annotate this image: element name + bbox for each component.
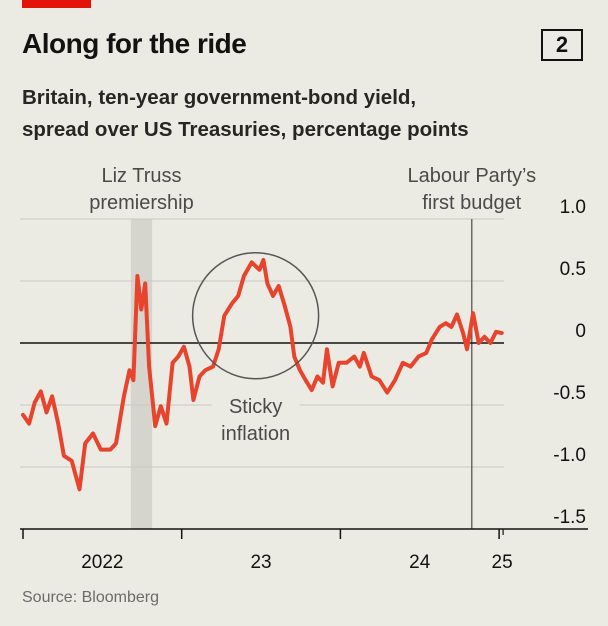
sticky-inflation-label-bg — [211, 393, 300, 419]
x-tick-label: 23 — [250, 552, 271, 573]
source-note: Source: Bloomberg — [22, 589, 159, 606]
x-tick-label: 2022 — [81, 552, 123, 573]
y-tick-label: 0.5 — [560, 259, 586, 280]
chart-number: 2 — [541, 29, 583, 61]
y-tick-label: 0 — [575, 321, 586, 342]
subtitle-line-2: spread over US Treasuries, percentage po… — [22, 118, 469, 141]
y-tick-label: -1.5 — [553, 507, 586, 528]
truss-label: Liz Truss — [101, 165, 181, 187]
chart-subtitle: Britain, ten-year government-bond yield,… — [22, 82, 469, 146]
series-line — [21, 257, 504, 492]
sticky-inflation-label-bg — [211, 420, 300, 446]
x-tick-label: 24 — [409, 552, 431, 573]
sticky-inflation-label: inflation — [221, 423, 290, 445]
y-tick-label: -1.0 — [553, 445, 586, 466]
sticky-inflation-circle — [191, 251, 320, 380]
budget-label: Labour Party’s — [407, 165, 536, 187]
budget-label: first budget — [422, 192, 521, 214]
chart-title: Along for the ride — [22, 28, 247, 59]
y-tick-label: 1.0 — [560, 197, 586, 218]
truss-label: premiership — [89, 192, 193, 214]
y-tick-label: -0.5 — [553, 383, 586, 404]
subtitle-line-1: Britain, ten-year government-bond yield, — [22, 86, 417, 109]
brand-bar — [22, 0, 91, 8]
sticky-inflation-label: Sticky — [229, 396, 282, 418]
x-tick-label: 25 — [492, 552, 513, 573]
